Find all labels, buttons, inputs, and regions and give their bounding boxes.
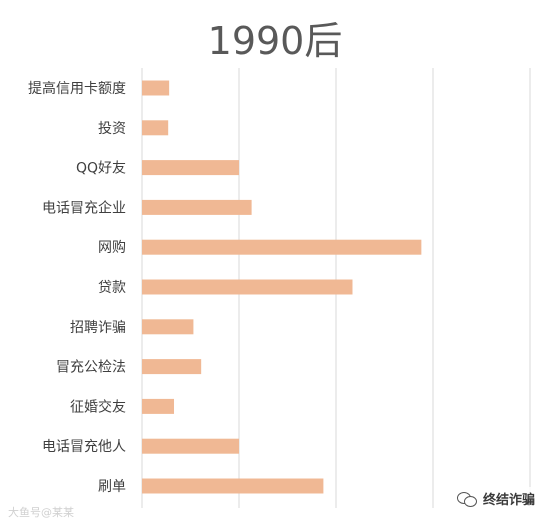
chart-title: 1990后 <box>208 19 343 63</box>
category-label: 提高信用卡额度 <box>28 80 126 97</box>
bar <box>142 120 169 136</box>
category-label: 招聘诈骗 <box>70 320 126 336</box>
bar <box>142 319 194 335</box>
category-label: QQ好友 <box>76 161 126 177</box>
bar <box>142 160 239 176</box>
bar <box>142 438 239 454</box>
category-label: 网购 <box>98 240 126 256</box>
category-label: 刷单 <box>98 479 126 495</box>
category-label: 电话冒充企业 <box>42 199 126 216</box>
bar <box>142 199 252 215</box>
category-label: 征婚交友 <box>70 398 126 415</box>
bar <box>142 478 324 494</box>
watermark-right: 终结诈骗 <box>452 487 539 510</box>
bar <box>142 279 353 295</box>
bar <box>142 398 175 414</box>
category-label: 投资 <box>98 121 126 137</box>
bars <box>142 80 422 494</box>
watermark-left: 大鱼号@某某 <box>8 506 74 519</box>
watermark-right-text: 终结诈骗 <box>482 493 535 508</box>
wechat-icon <box>456 491 477 507</box>
bar <box>142 359 202 375</box>
category-label: 贷款 <box>98 280 126 296</box>
category-label: 电话冒充他人 <box>42 439 126 455</box>
category-label: 冒充公检法 <box>56 360 126 376</box>
bar <box>142 80 170 96</box>
bar <box>142 239 422 255</box>
